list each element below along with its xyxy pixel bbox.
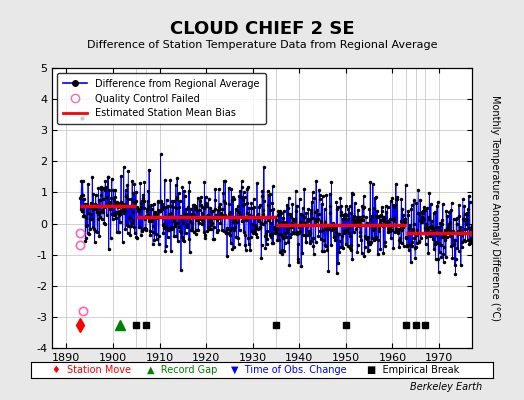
Text: Difference of Station Temperature Data from Regional Average: Difference of Station Temperature Data f… bbox=[87, 40, 437, 50]
Text: Berkeley Earth: Berkeley Earth bbox=[410, 382, 482, 392]
Y-axis label: Monthly Temperature Anomaly Difference (°C): Monthly Temperature Anomaly Difference (… bbox=[490, 95, 500, 321]
Text: ♦  Station Move: ♦ Station Move bbox=[52, 365, 132, 375]
Legend: Difference from Regional Average, Quality Control Failed, Estimated Station Mean: Difference from Regional Average, Qualit… bbox=[57, 73, 266, 124]
Text: ▲  Record Gap: ▲ Record Gap bbox=[147, 365, 217, 375]
Text: ■  Empirical Break: ■ Empirical Break bbox=[367, 365, 459, 375]
Text: CLOUD CHIEF 2 SE: CLOUD CHIEF 2 SE bbox=[170, 20, 354, 38]
Text: ▼  Time of Obs. Change: ▼ Time of Obs. Change bbox=[231, 365, 346, 375]
